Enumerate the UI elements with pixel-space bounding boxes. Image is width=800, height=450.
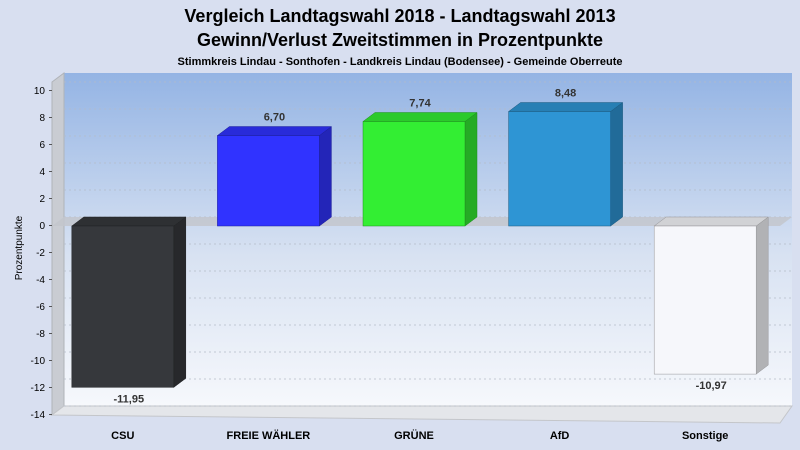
plot-area: 10 8 6 4 2 0 -2 -4 -6 -8 -10 -12 -14 -11,95 CSU 6,70 FRE… bbox=[31, 72, 793, 442]
left-wall bbox=[51, 72, 65, 416]
data-label: 8,48 bbox=[555, 88, 576, 100]
chart-title: Vergleich Landtagswahl 2018 - Landtagswa… bbox=[184, 6, 615, 26]
bar bbox=[217, 135, 320, 227]
y-tick-label: 4 bbox=[39, 167, 45, 178]
data-label: 6,70 bbox=[264, 112, 285, 124]
bar bbox=[71, 225, 175, 388]
x-tick-label: Sonstige bbox=[682, 430, 728, 442]
y-tick-label: -6 bbox=[36, 302, 45, 313]
bar-top bbox=[653, 216, 769, 227]
data-label: -11,95 bbox=[114, 393, 145, 405]
y-tick-label: -12 bbox=[31, 383, 46, 394]
y-tick-label: -8 bbox=[36, 329, 45, 340]
data-label: 7,74 bbox=[409, 98, 431, 110]
bar-side bbox=[319, 126, 332, 227]
bar bbox=[653, 225, 757, 375]
bar-side bbox=[610, 102, 623, 227]
y-tick-label: -10 bbox=[31, 356, 46, 367]
y-tick-label: -2 bbox=[36, 248, 45, 259]
y-tick-label: 10 bbox=[34, 86, 46, 97]
chart-subtitle: Gewinn/Verlust Zweitstimmen in Prozentpu… bbox=[197, 30, 603, 50]
bar-top bbox=[216, 126, 333, 136]
x-tick-label: GRÜNE bbox=[394, 429, 434, 442]
bar-top bbox=[507, 102, 624, 112]
y-tick-label: -14 bbox=[31, 410, 46, 421]
data-label: -10,97 bbox=[696, 380, 727, 392]
x-tick-label: AfD bbox=[550, 430, 570, 442]
x-tick-label: FREIE WÄHLER bbox=[227, 429, 311, 442]
chart-region-subtitle: Stimmkreis Lindau - Sonthofen - Landkrei… bbox=[178, 56, 623, 68]
y-tick-label: 8 bbox=[39, 113, 45, 124]
bar-top bbox=[362, 112, 478, 122]
x-tick-label: CSU bbox=[111, 430, 134, 442]
floor bbox=[50, 405, 793, 424]
bar bbox=[508, 111, 611, 227]
bar-side bbox=[464, 112, 478, 227]
y-tick-label: 2 bbox=[39, 194, 45, 205]
y-axis-label: Prozentpunkte bbox=[14, 215, 25, 280]
bar-side bbox=[755, 216, 769, 375]
y-tick-label: 6 bbox=[39, 140, 45, 151]
y-tick-label: -4 bbox=[36, 275, 45, 286]
y-tick-label: 0 bbox=[39, 221, 45, 232]
bar bbox=[362, 121, 466, 227]
bar-top bbox=[71, 216, 187, 227]
bar-side bbox=[173, 216, 187, 388]
